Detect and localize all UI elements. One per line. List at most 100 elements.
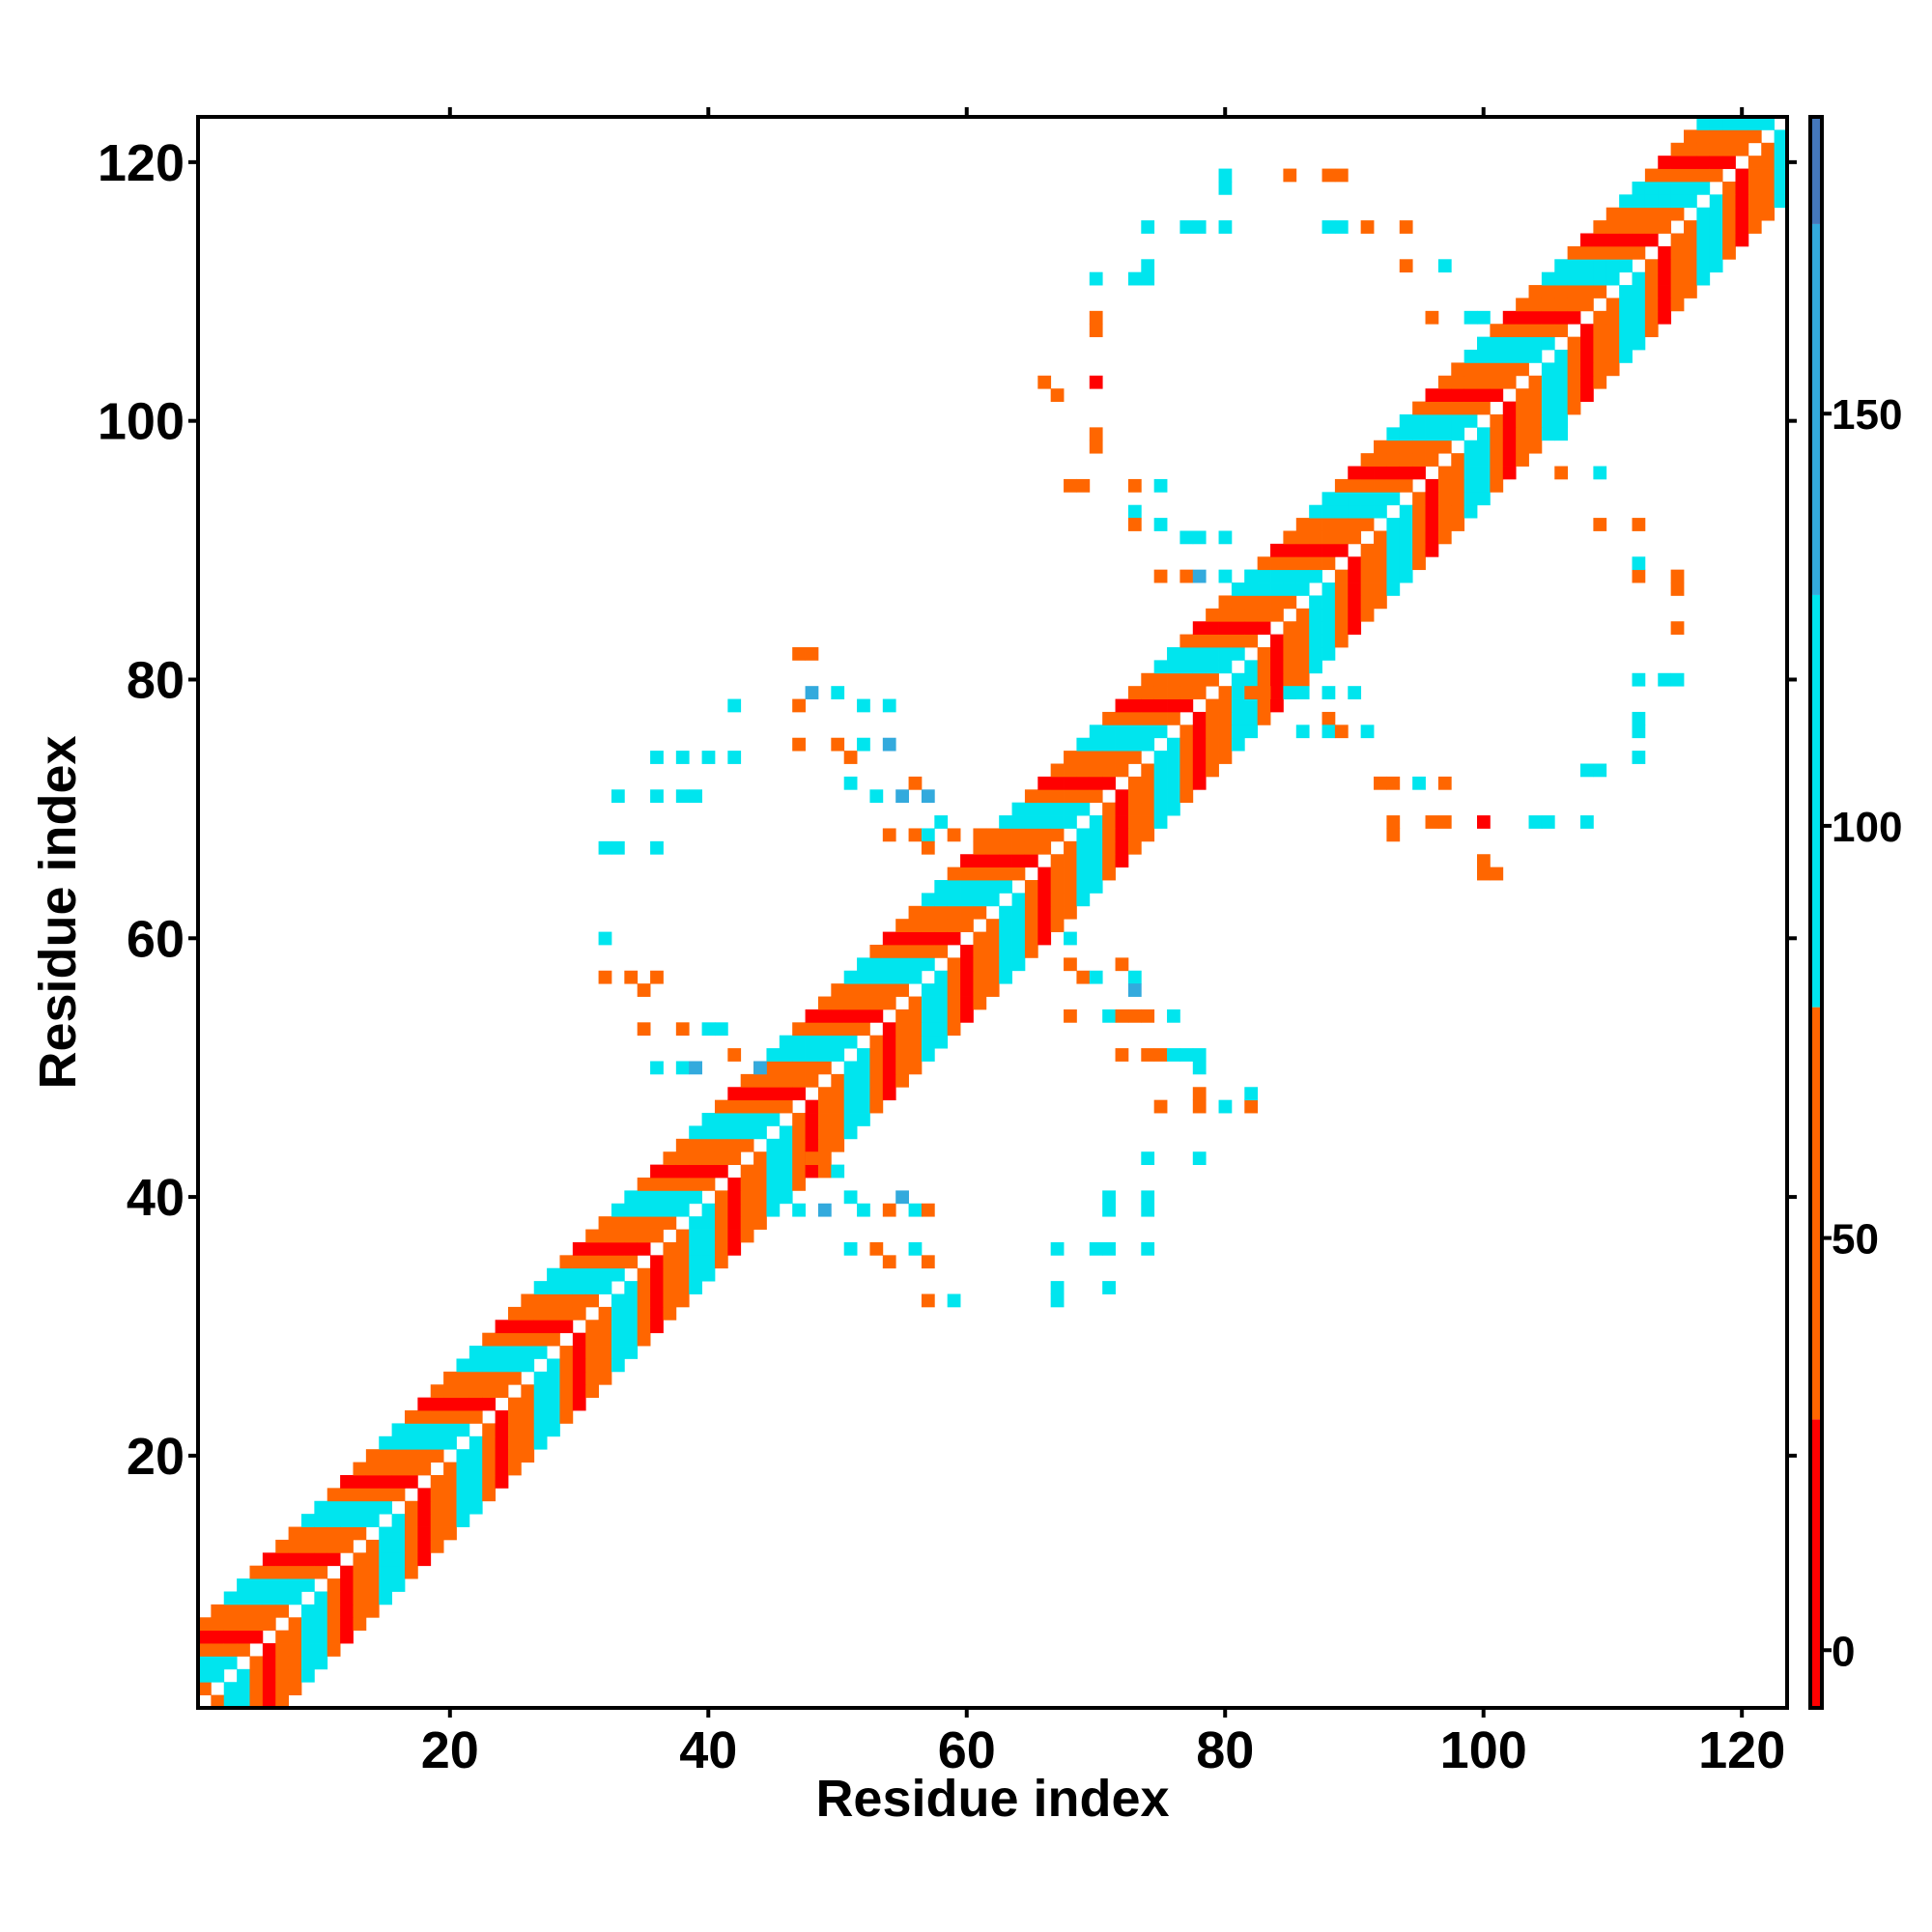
heatmap-cell <box>895 1035 909 1049</box>
heatmap-cell <box>1295 608 1310 622</box>
heatmap-cell <box>831 983 845 997</box>
heatmap-cell <box>675 1061 690 1075</box>
heatmap-cell <box>689 789 702 804</box>
heatmap-cell <box>1644 233 1659 247</box>
heatmap-cell <box>1722 129 1736 144</box>
heatmap-cell <box>740 1203 754 1217</box>
heatmap-cell <box>727 1178 742 1191</box>
heatmap-cell <box>1089 271 1103 286</box>
heatmap-cell <box>1011 944 1026 958</box>
heatmap-cell <box>908 996 923 1010</box>
heatmap-cell <box>1348 569 1362 583</box>
heatmap-cell <box>727 1138 742 1152</box>
heatmap-cell <box>1270 582 1284 596</box>
heatmap-cell <box>262 1578 276 1592</box>
heatmap-cell <box>792 1138 806 1152</box>
heatmap-cell <box>1115 957 1129 972</box>
heatmap-cell <box>1153 686 1168 699</box>
heatmap-cell <box>430 1500 444 1515</box>
heatmap-cell <box>598 1371 612 1385</box>
heatmap-cell <box>921 1009 935 1023</box>
heatmap-cell <box>391 1565 406 1579</box>
heatmap-cell <box>1334 595 1349 610</box>
heatmap-cell <box>1167 672 1180 687</box>
heatmap-cell <box>805 1048 819 1062</box>
heatmap-cell <box>1334 492 1349 506</box>
heatmap-cell <box>921 957 935 972</box>
heatmap-cell <box>300 1630 315 1644</box>
heatmap-cell <box>1386 776 1401 790</box>
heatmap-cell <box>1257 647 1271 661</box>
heatmap-cell <box>1670 672 1685 687</box>
heatmap-cell <box>469 1397 483 1411</box>
heatmap-cell <box>650 1164 664 1179</box>
heatmap-cell <box>1024 815 1038 829</box>
heatmap-cell <box>1064 840 1077 855</box>
heatmap-cell <box>792 1178 806 1191</box>
heatmap-cell <box>1463 504 1478 519</box>
heatmap-cell <box>327 1591 341 1605</box>
heatmap-cell <box>559 1306 574 1321</box>
heatmap-cell <box>1102 1009 1116 1023</box>
heatmap-cell <box>1218 530 1233 545</box>
heatmap-cell <box>507 1397 522 1411</box>
heatmap-cell <box>714 1113 728 1126</box>
heatmap-cell <box>675 1022 690 1037</box>
heatmap-cell <box>624 970 639 984</box>
heatmap-cell <box>1374 556 1387 571</box>
heatmap-cell <box>288 1668 302 1683</box>
heatmap-cell <box>779 1190 793 1205</box>
heatmap-cell <box>275 1656 290 1670</box>
heatmap-cell <box>689 1216 702 1230</box>
heatmap-cell <box>365 1449 380 1463</box>
heatmap-cell <box>1179 530 1194 545</box>
heatmap-cell <box>1127 828 1142 842</box>
heatmap-cell <box>1050 763 1065 778</box>
heatmap-cell <box>792 1113 806 1126</box>
heatmap-cell <box>921 1293 935 1308</box>
x-tick-label: 20 <box>421 1721 479 1779</box>
heatmap-cell <box>1593 375 1607 389</box>
heatmap-cell <box>1386 530 1401 545</box>
heatmap-cell <box>1747 168 1762 183</box>
heatmap-cell <box>1309 595 1322 610</box>
heatmap-cell <box>314 1591 328 1605</box>
heatmap-cell <box>572 1267 586 1282</box>
heatmap-cell <box>1386 543 1401 557</box>
heatmap-cell <box>275 1630 290 1644</box>
heatmap-cell <box>1167 751 1180 764</box>
heatmap-cell <box>1295 621 1310 636</box>
heatmap-cell <box>650 840 664 855</box>
heatmap-cell <box>1554 350 1569 363</box>
heatmap-cell <box>379 1565 393 1579</box>
heatmap-cell <box>1580 245 1594 260</box>
heatmap-cell <box>1516 413 1529 428</box>
heatmap-cell <box>314 1552 328 1567</box>
y-tick-label: 60 <box>127 910 185 968</box>
heatmap-cell <box>1050 815 1065 829</box>
heatmap-cell <box>947 931 961 946</box>
heatmap-cell <box>1360 595 1375 610</box>
heatmap-cell <box>1567 259 1581 273</box>
heatmap-cell <box>766 1190 781 1205</box>
heatmap-cell <box>1541 427 1555 441</box>
heatmap-cell <box>1528 413 1543 428</box>
heatmap-cell <box>1348 595 1362 610</box>
heatmap-cell <box>1127 504 1142 519</box>
heatmap-cell <box>1309 634 1322 648</box>
heatmap-cell <box>1167 737 1180 752</box>
heatmap-cell <box>404 1474 418 1489</box>
heatmap-cell <box>1490 350 1504 363</box>
heatmap-cell <box>1011 867 1026 881</box>
heatmap-cell <box>1334 634 1349 648</box>
heatmap-cell <box>895 970 909 984</box>
heatmap-cell <box>934 996 949 1010</box>
heatmap-cell <box>1567 336 1581 351</box>
heatmap-cell <box>843 776 858 790</box>
heatmap-cell <box>1477 492 1491 506</box>
heatmap-cell <box>779 1099 793 1114</box>
heatmap-cell <box>817 1099 832 1114</box>
heatmap-cell <box>533 1423 548 1437</box>
heatmap-cell <box>831 686 845 699</box>
